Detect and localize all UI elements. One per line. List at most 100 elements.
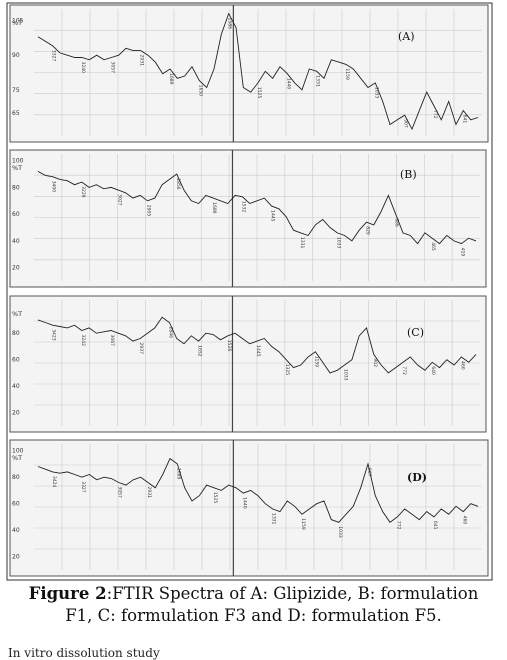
peak-label: 1440 [241, 497, 247, 509]
peak-label: 3423 [51, 329, 57, 341]
y-tick-label: 40 [12, 527, 20, 534]
peak-label: 829 [365, 226, 371, 235]
peak-label: 3327 [51, 50, 57, 62]
peak-label: 1650 [197, 85, 203, 97]
peak-label: 3229 [80, 186, 86, 198]
peak-label: 2931 [146, 487, 152, 499]
spectra-panels: 105 90 75 65 %T 3327 3240 3057 2931 1689 1650 1586 1… [9, 4, 489, 577]
y-tick-label: 100 [12, 448, 24, 455]
spectrum-panel: 80 60 40 20 %T 3423 3242 3067 2937 2846 1652 1526 14… [9, 295, 487, 433]
panel-frame [9, 149, 487, 288]
peak-label: 460 [459, 361, 465, 370]
caption-text: :FTIR Spectra of A: Glipizide, B: formul… [65, 584, 479, 625]
y-axis-label: %T [12, 164, 22, 172]
peak-label: 2905 [146, 205, 152, 217]
peak-label: 1445 [255, 345, 261, 357]
peak-label: 1033 [335, 237, 341, 249]
y-tick-label: 60 [12, 501, 20, 508]
y-tick-label: 80 [12, 184, 20, 191]
peak-label: 641 [432, 521, 438, 530]
peak-label: 419 [459, 248, 465, 257]
peak-label: 3027 [116, 194, 122, 206]
peak-label: 1532 [240, 201, 246, 213]
spectrum-panel: 105 90 75 65 %T 3327 3240 3057 2931 1689 1650 1586 1… [9, 4, 489, 143]
peak-label: 2931 [139, 55, 145, 67]
peak-label: 641 [461, 115, 467, 124]
peak-label: 1033 [373, 87, 379, 99]
spectrum-panel: 100 80 60 40 20 %T 3424 3327 3057 2931 1689 1525 144… [9, 439, 489, 577]
y-tick-label: 60 [12, 211, 20, 218]
y-tick-label: 80 [12, 474, 20, 481]
peak-label: 772 [401, 366, 407, 375]
y-axis-label: %T [12, 310, 22, 318]
peak-label: 1652 [197, 345, 203, 357]
peak-label: 1159 [313, 356, 319, 368]
peak-label: 1159 [344, 68, 350, 80]
y-tick-label: 20 [12, 265, 20, 272]
peak-label: 2937 [138, 343, 144, 355]
spectrum-line [37, 12, 479, 131]
spectrum-line [37, 316, 477, 374]
panel-label: (A) [398, 30, 415, 43]
y-tick-label: 40 [12, 238, 20, 245]
peak-label: 1325 [284, 364, 290, 376]
caption-label: Figure 2 [28, 584, 107, 603]
peak-label: 3057 [109, 62, 115, 74]
peak-label: 3400 [51, 181, 57, 193]
peak-label: 1331 [315, 75, 321, 87]
peak-label: 907 [366, 468, 372, 477]
peak-label: 3057 [117, 486, 123, 498]
peak-label: 460 [461, 516, 467, 525]
figure-caption: Figure 2:FTIR Spectra of A: Glipizide, B… [20, 583, 487, 627]
peak-label: 1159 [300, 518, 306, 530]
spectrum-panel: 100 80 60 40 20 %T 3400 3229 3027 2905 2856 1689 153… [9, 149, 487, 288]
peak-label: 1445 [270, 210, 276, 222]
peak-label: 465 [430, 242, 436, 251]
peak-label: 1033 [343, 369, 349, 381]
cutoff-heading-text: In vitro dissolution study [8, 646, 160, 660]
peak-label: 3327 [80, 481, 86, 493]
peak-label: 3242 [80, 335, 86, 347]
spectrum-line [37, 171, 477, 245]
y-tick-label: 100 [12, 158, 24, 165]
y-tick-label: 40 [12, 383, 20, 390]
peak-label: 2846 [167, 327, 173, 339]
peak-label: 3240 [80, 62, 86, 74]
y-tick-label: 65 [12, 110, 20, 117]
peak-label: 1033 [337, 526, 343, 538]
y-tick-label: 20 [12, 410, 20, 417]
peak-label: 907 [403, 119, 409, 128]
y-tick-label: 20 [12, 554, 20, 561]
peak-label: 1440 [285, 78, 291, 90]
panel-label: (C) [407, 326, 424, 339]
peak-label: 1525 [256, 87, 262, 99]
peak-label: 1331 [299, 237, 305, 249]
peak-label: 1689 [168, 73, 174, 85]
y-tick-label: 80 [12, 330, 20, 337]
spectrum-line [37, 457, 479, 523]
y-tick-label: 60 [12, 357, 20, 364]
y-tick-label: 90 [12, 52, 20, 59]
y-axis-label: %T [12, 454, 22, 462]
panel-label: (B) [400, 168, 417, 181]
peak-label: 2856 [175, 178, 181, 190]
y-axis-label: %T [12, 19, 22, 27]
peak-label: 1586 [227, 18, 233, 30]
y-tick-label: 75 [12, 87, 20, 94]
peak-label: 772 [395, 521, 401, 530]
peak-label: 686 [394, 218, 400, 227]
panel-frame [9, 4, 489, 143]
panel-frame [9, 295, 487, 433]
peak-label: 1526 [226, 340, 232, 352]
peak-label: 1689 [175, 468, 181, 480]
peak-label: 772 [432, 110, 438, 119]
peak-label: 902 [372, 358, 378, 367]
peak-label: 1525 [212, 492, 218, 504]
peak-label: 1331 [271, 513, 277, 525]
peak-label: 640 [430, 366, 436, 375]
figure-border [6, 2, 493, 581]
peak-label: 1689 [211, 202, 217, 214]
panel-label: (D) [407, 471, 427, 484]
peak-label: 3067 [109, 335, 115, 347]
